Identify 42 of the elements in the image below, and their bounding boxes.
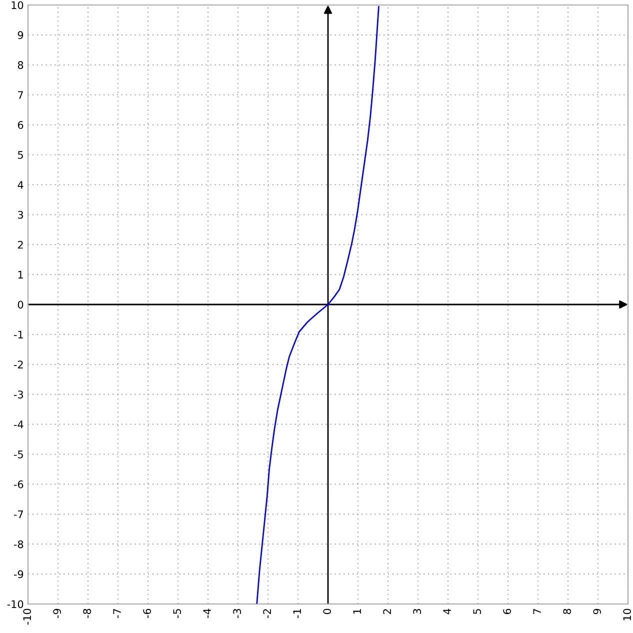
y-tick-label: 10 bbox=[12, 1, 24, 10]
x-tick-label: 8 bbox=[563, 608, 572, 614]
line-series bbox=[256, 6, 380, 604]
y-tick-label: -2 bbox=[14, 360, 23, 368]
y-tick-label: -4 bbox=[14, 420, 24, 428]
y-tick-label: 6 bbox=[18, 121, 24, 129]
y-tick-label: -7 bbox=[14, 510, 23, 518]
x-tick-label: -9 bbox=[53, 608, 62, 618]
y-tick-label: 0 bbox=[18, 300, 24, 309]
x-tick-label: -4 bbox=[203, 608, 211, 618]
x-tick-label: -2 bbox=[263, 609, 271, 618]
y-tick-label: -6 bbox=[14, 480, 24, 488]
x-tick-label: 9 bbox=[593, 608, 602, 614]
x-tick-label: -7 bbox=[113, 609, 121, 618]
y-tick-label: -3 bbox=[14, 390, 23, 398]
x-tick-label: 7 bbox=[533, 609, 541, 614]
y-tick-label: 2 bbox=[18, 240, 23, 249]
y-tick-label: 3 bbox=[18, 210, 23, 219]
x-tick-label: 6 bbox=[503, 608, 512, 614]
y-tick-label: 4 bbox=[18, 181, 24, 189]
x-tick-label: 5 bbox=[473, 609, 482, 614]
y-tick-label: -1 bbox=[14, 330, 23, 338]
x-tick-label: -8 bbox=[83, 608, 92, 618]
x-tick-label: -3 bbox=[233, 609, 242, 618]
x-tick-label: 2 bbox=[383, 609, 391, 614]
x-tick-label: -6 bbox=[143, 608, 152, 618]
y-tick-label: 5 bbox=[18, 151, 23, 159]
x-tick-label: 1 bbox=[353, 609, 361, 614]
y-tick-label: -5 bbox=[14, 450, 23, 458]
x-tick-label: 4 bbox=[443, 608, 451, 614]
x-tick-label: 0 bbox=[323, 608, 332, 614]
y-tick-label: 9 bbox=[18, 31, 24, 40]
y-tick-label: -10 bbox=[7, 600, 24, 608]
y-tick-label: 8 bbox=[18, 61, 24, 70]
y-tick-label: -8 bbox=[14, 540, 24, 548]
x-tick-label: -5 bbox=[173, 609, 182, 618]
x-tick-label: 10 bbox=[623, 608, 632, 620]
y-tick-label: 1 bbox=[18, 270, 23, 279]
y-tick-label: -9 bbox=[14, 570, 24, 578]
y-tick-label: 7 bbox=[18, 91, 23, 99]
x-tick-label: 3 bbox=[413, 609, 422, 614]
x-tick-label: -1 bbox=[293, 609, 301, 618]
